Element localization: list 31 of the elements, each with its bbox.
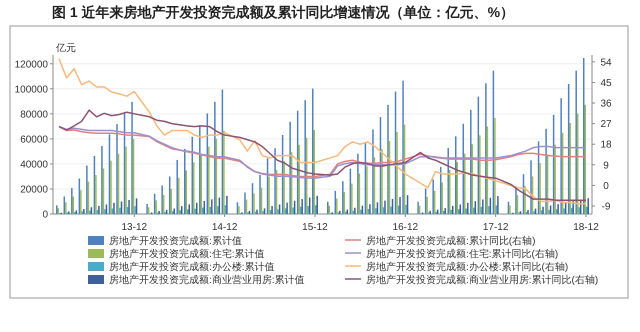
- y-tick-label: 40000: [20, 159, 48, 170]
- y-axis-title: 亿元: [55, 43, 76, 54]
- legend-label: 房地产开发投资完成额:办公楼:累计同比(右轴): [366, 261, 568, 273]
- y2-tick-label: 36: [600, 98, 612, 110]
- legend-label: 房地产开发投资完成额:住宅:累计值: [109, 248, 265, 260]
- x-tick-label: 14-12: [212, 222, 238, 233]
- y-tick-label: 80000: [20, 109, 48, 120]
- x-tick-label: 18-12: [573, 222, 600, 233]
- x-tick-label: 16-12: [392, 222, 419, 233]
- chart-title: 图 1 近年来房地产开发投资完成额及累计同比增速情况（单位：亿元、%）: [52, 4, 514, 20]
- y2-tick-label: 9: [603, 160, 610, 172]
- legend-label: 房地产开发投资完成额:商业营业用房:累计同比(右轴): [366, 274, 598, 286]
- y-tick-label: 60000: [20, 134, 48, 146]
- y-tick-label: 20000: [20, 184, 48, 196]
- y2-tick-label: 0: [603, 180, 610, 192]
- y-tick-label: 100000: [14, 84, 48, 96]
- x-tick-label: 17-12: [482, 222, 509, 233]
- y2-tick-label: 45: [600, 78, 612, 89]
- y2-tick-label: 54: [600, 57, 612, 68]
- y-tick-label: 0: [42, 210, 48, 220]
- legend-label: 房地产开发投资完成额:累计值: [109, 235, 242, 247]
- legend-label: 房地产开发投资完成额:累计同比(右轴): [366, 235, 536, 247]
- y-tick-label: 120000: [14, 59, 48, 70]
- x-tick-label: 15-12: [302, 222, 328, 233]
- legend-label: 房地产开发投资完成额:办公楼:累计值: [109, 261, 275, 273]
- y2-tick-label: -9: [602, 201, 611, 212]
- x-tick-label: 13-12: [122, 222, 148, 233]
- y2-tick-label: 27: [600, 119, 612, 130]
- legend-label: 房地产开发投资完成额:住宅:累计同比(右轴): [366, 248, 558, 260]
- legend-label: 房地产开发投资完成额:商业营业用房:累计值: [109, 274, 305, 286]
- y2-tick-label: 18: [600, 140, 612, 151]
